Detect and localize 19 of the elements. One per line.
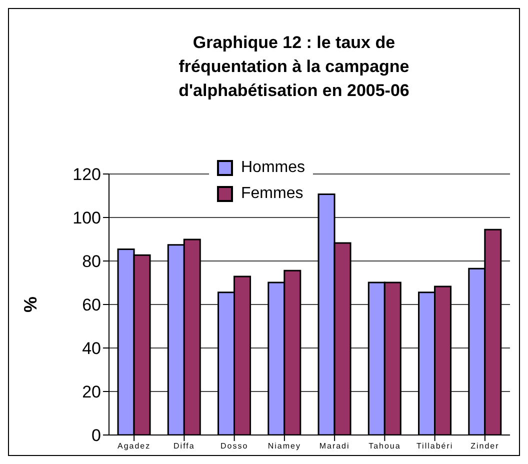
y-tick-label: 20 — [82, 382, 101, 402]
x-tick-label: Diffa — [174, 442, 195, 451]
y-axis-title: % — [20, 296, 42, 313]
x-tick-label: Tillabéri — [416, 442, 454, 451]
x-tick-label: Dosso — [220, 442, 248, 451]
y-tick-label: 0 — [92, 426, 101, 446]
x-tick-label: Niamey — [268, 442, 301, 451]
x-tick-label: Zinder — [470, 442, 500, 451]
legend-label: Femmes — [240, 184, 304, 204]
chart-title: Graphique 12 : le taux de fréquentation à la campagne d'alphabétisation en 2005-06 — [178, 32, 410, 102]
x-tick-label: Tahoua — [368, 442, 401, 451]
y-tick-label: 80 — [82, 252, 101, 272]
y-tick-label: 60 — [82, 296, 101, 315]
y-tick-label: 100 — [72, 208, 101, 228]
x-tick-label: Maradi — [319, 442, 350, 451]
y-tick-label: 40 — [82, 339, 101, 358]
legend-label: Hommes — [240, 158, 306, 178]
x-tick-label: Agadez — [117, 442, 151, 451]
y-tick-label: 120 — [72, 165, 101, 184]
